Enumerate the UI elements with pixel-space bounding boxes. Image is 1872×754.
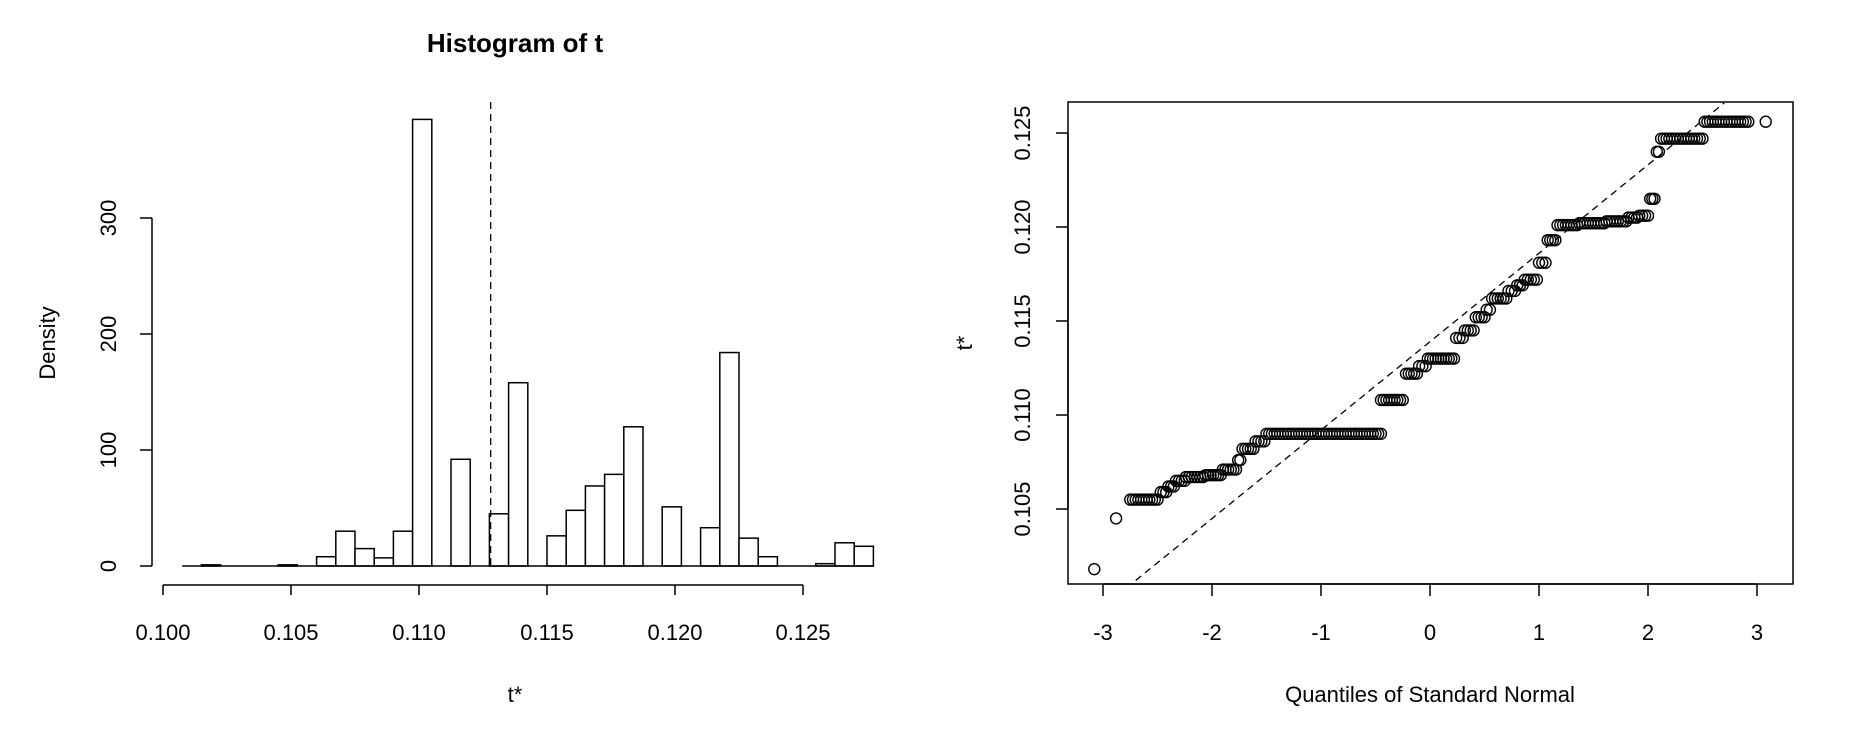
hist-bar xyxy=(392,530,414,567)
qq-point xyxy=(1638,209,1652,222)
hist-x-tick-label: 0.120 xyxy=(647,620,702,645)
hist-bar xyxy=(834,542,855,567)
hist-bar xyxy=(603,473,625,567)
hist-bar xyxy=(354,547,375,567)
qq-point xyxy=(1480,303,1493,316)
qq-y-tick-label: 0.110 xyxy=(1010,388,1035,441)
qq-point xyxy=(1088,562,1101,576)
hist-bar xyxy=(661,506,683,567)
hist-x-axis: 0.100 0.105 0.110 0.115 0.120 0.125 xyxy=(135,584,831,645)
qq-point xyxy=(1532,256,1546,269)
qq-point xyxy=(1539,256,1552,269)
qq-point xyxy=(1252,435,1265,448)
qq-x-tick-label: 0 xyxy=(1424,620,1436,645)
hist-x-tick-label: 0.105 xyxy=(263,620,318,645)
qq-y-tick-label: 0.120 xyxy=(1010,199,1035,254)
qq-point xyxy=(1633,209,1646,222)
hist-y-tick-label: 200 xyxy=(96,316,121,353)
qq-plot-frame xyxy=(1067,101,1794,585)
qq-point xyxy=(1469,311,1482,324)
hist-bar xyxy=(738,537,759,567)
qq-x-tick-label: -3 xyxy=(1093,620,1113,645)
qq-x-axis: -3 -2 -1 0 1 2 3 xyxy=(1093,583,1763,645)
hist-bar xyxy=(335,530,356,567)
qq-y-tick-label: 0.105 xyxy=(1010,481,1035,536)
qq-x-axis-label: Quantiles of Standard Normal xyxy=(1285,682,1575,707)
qq-point xyxy=(1652,145,1666,159)
qq-y-tick-label: 0.115 xyxy=(1010,294,1035,347)
qq-point xyxy=(1151,493,1164,506)
qq-x-tick-label: 3 xyxy=(1751,620,1763,645)
hist-bar xyxy=(488,513,510,567)
qq-point xyxy=(1635,209,1649,222)
hist-x-tick-label: 0.110 xyxy=(392,620,445,645)
hist-bar xyxy=(315,555,337,567)
qq-point xyxy=(1472,311,1485,324)
qq-reference-line-group xyxy=(1135,102,1725,581)
qq-point xyxy=(1527,273,1541,286)
hist-bars xyxy=(182,118,875,567)
hist-y-axis-label: Density xyxy=(35,306,60,379)
hist-bar xyxy=(373,557,395,567)
hist-x-tick-label: 0.125 xyxy=(775,620,830,645)
hist-bar xyxy=(719,351,740,567)
qq-point xyxy=(1536,256,1549,269)
qq-point xyxy=(1374,427,1388,440)
qq-point xyxy=(1109,512,1123,525)
hist-bar xyxy=(584,485,606,567)
hist-y-tick-label: 300 xyxy=(96,200,121,237)
hist-y-tick-label: 0 xyxy=(96,560,121,572)
qq-reference-line xyxy=(1135,102,1725,581)
qq-point xyxy=(1447,352,1461,365)
qq-point xyxy=(1648,192,1661,206)
qq-point xyxy=(1461,324,1474,337)
qq-point xyxy=(1502,284,1515,298)
qq-x-tick-label: -2 xyxy=(1202,620,1222,645)
qq-point xyxy=(1412,359,1426,373)
hist-bar xyxy=(507,381,529,567)
qq-point xyxy=(1696,132,1709,145)
hist-bar xyxy=(853,545,875,567)
hist-x-tick-label: 0.100 xyxy=(135,620,190,645)
qq-point xyxy=(1524,273,1538,286)
hist-y-axis: 0 100 200 300 xyxy=(96,200,153,572)
qq-point xyxy=(1467,324,1480,337)
hist-bar xyxy=(699,526,721,567)
qq-point xyxy=(1518,273,1532,286)
hist-y-tick-label: 100 xyxy=(96,432,121,469)
hist-x-axis-label: t* xyxy=(508,682,523,707)
qq-point xyxy=(1464,324,1477,337)
hist-bar xyxy=(623,426,644,567)
hist-bar xyxy=(546,535,567,567)
qq-point xyxy=(1549,233,1562,247)
hist-bar xyxy=(565,509,587,567)
hist-title: Histogram of t xyxy=(427,28,604,58)
hist-bar xyxy=(757,555,779,567)
qq-point xyxy=(1759,115,1772,128)
qq-x-tick-label: 1 xyxy=(1533,620,1545,645)
qq-point xyxy=(1396,393,1409,407)
hist-x-tick-label: 0.115 xyxy=(520,620,573,645)
qq-x-tick-label: 2 xyxy=(1642,620,1654,645)
qq-plot-panel: Quantiles of Standard Normal t* -3 -2 -1 0 1… xyxy=(952,101,1794,707)
qq-y-axis: 0.105 0.110 0.115 0.120 0.125 xyxy=(1010,105,1069,537)
histogram-panel: Histogram of t t* Density 0.100 0.105 0.11… xyxy=(35,28,875,707)
qq-x-tick-label: -1 xyxy=(1311,620,1331,645)
qq-point xyxy=(1521,273,1535,286)
qq-point xyxy=(1449,331,1463,345)
qq-points xyxy=(1088,115,1772,576)
qq-y-axis-label: t* xyxy=(952,335,977,350)
qq-point xyxy=(1742,115,1755,128)
qq-point xyxy=(1641,209,1655,222)
qq-point xyxy=(1249,435,1262,448)
hist-bar xyxy=(450,458,471,567)
qq-point xyxy=(1530,273,1544,286)
qq-point xyxy=(1458,324,1472,337)
qq-y-tick-label: 0.125 xyxy=(1010,105,1035,160)
hist-bar xyxy=(411,118,433,567)
